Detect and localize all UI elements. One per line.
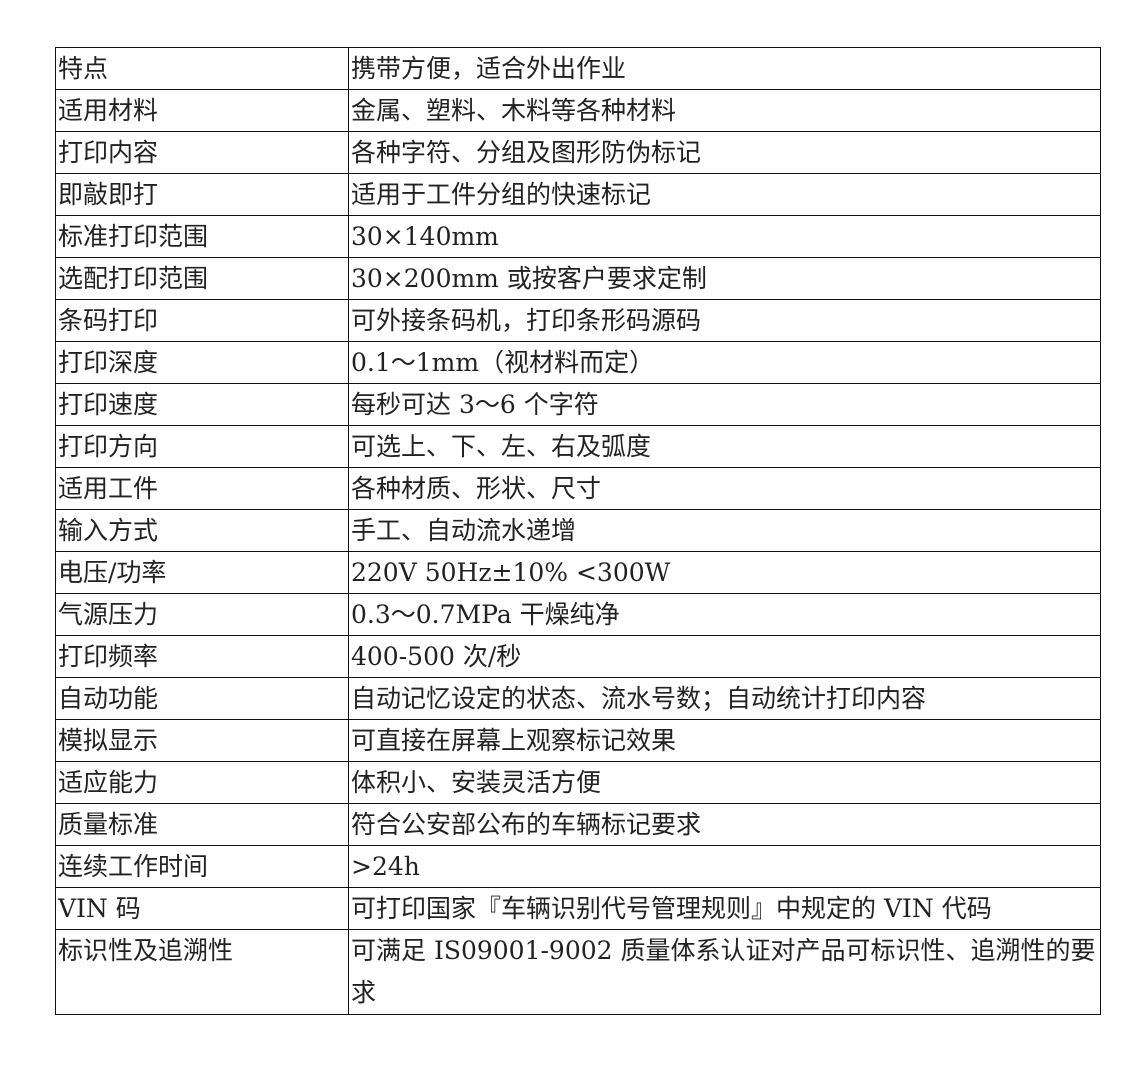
- spec-label: 输入方式: [55, 509, 349, 552]
- spec-label: 适应能力: [55, 761, 349, 804]
- table-row: 模拟显示 可直接在屏幕上观察标记效果: [55, 719, 1101, 762]
- spec-label: 连续工作时间: [55, 845, 349, 888]
- spec-label: 特点: [55, 47, 349, 90]
- table-row: 质量标准 符合公安部公布的车辆标记要求: [55, 803, 1101, 846]
- spec-label: 打印频率: [55, 635, 349, 678]
- spec-label: 标准打印范围: [55, 215, 349, 258]
- table-row: 气源压力 0.3～0.7MPa 干燥纯净: [55, 593, 1101, 636]
- spec-label: 电压/功率: [55, 551, 349, 594]
- spec-value: 携带方便，适合外出作业: [348, 47, 1101, 90]
- spec-label: 打印深度: [55, 341, 349, 384]
- table-row: 即敲即打 适用于工件分组的快速标记: [55, 173, 1101, 216]
- spec-label: 适用工件: [55, 467, 349, 510]
- spec-label: 条码打印: [55, 299, 349, 342]
- spec-label: VIN 码: [55, 887, 349, 930]
- table-row: 电压/功率 220V 50Hz±10% <300W: [55, 551, 1101, 594]
- spec-label: 选配打印范围: [55, 257, 349, 300]
- spec-value: 可直接在屏幕上观察标记效果: [348, 719, 1101, 762]
- table-row: 选配打印范围 30×200mm 或按客户要求定制: [55, 257, 1101, 300]
- spec-value: 0.3～0.7MPa 干燥纯净: [348, 593, 1101, 636]
- spec-label: 打印内容: [55, 131, 349, 174]
- spec-value: 适用于工件分组的快速标记: [348, 173, 1101, 216]
- spec-value: 可选上、下、左、右及弧度: [348, 425, 1101, 468]
- spec-label: 自动功能: [55, 677, 349, 720]
- spec-label: 标识性及追溯性: [55, 929, 349, 1015]
- table-row: 打印深度 0.1～1mm（视材料而定）: [55, 341, 1101, 384]
- spec-value: 每秒可达 3～6 个字符: [348, 383, 1101, 426]
- spec-value: 各种字符、分组及图形防伪标记: [348, 131, 1101, 174]
- spec-label: 模拟显示: [55, 719, 349, 762]
- spec-value: 可满足 IS09001-9002 质量体系认证对产品可标识性、追溯性的要求: [348, 929, 1101, 1015]
- spec-value: 400-500 次/秒: [348, 635, 1101, 678]
- table-row: 条码打印 可外接条码机，打印条形码源码: [55, 299, 1101, 342]
- spec-value: >24h: [348, 845, 1101, 888]
- table-row: 特点 携带方便，适合外出作业: [55, 47, 1101, 90]
- spec-label: 打印速度: [55, 383, 349, 426]
- spec-value: 可外接条码机，打印条形码源码: [348, 299, 1101, 342]
- table-row: 标准打印范围 30×140mm: [55, 215, 1101, 258]
- table-row: 适用工件 各种材质、形状、尺寸: [55, 467, 1101, 510]
- table-row: 打印内容 各种字符、分组及图形防伪标记: [55, 131, 1101, 174]
- table-row: 打印方向 可选上、下、左、右及弧度: [55, 425, 1101, 468]
- spec-value: 可打印国家『车辆识别代号管理规则』中规定的 VIN 代码: [348, 887, 1101, 930]
- table-row: 连续工作时间 >24h: [55, 845, 1101, 888]
- table-row: 自动功能 自动记忆设定的状态、流水号数；自动统计打印内容: [55, 677, 1101, 720]
- spec-label: 适用材料: [55, 89, 349, 132]
- table-row: 适用材料 金属、塑料、木料等各种材料: [55, 89, 1101, 132]
- table-row: 打印速度 每秒可达 3～6 个字符: [55, 383, 1101, 426]
- spec-value: 30×200mm 或按客户要求定制: [348, 257, 1101, 300]
- spec-value: 手工、自动流水递增: [348, 509, 1101, 552]
- spec-value: 0.1～1mm（视材料而定）: [348, 341, 1101, 384]
- spec-value: 体积小、安装灵活方便: [348, 761, 1101, 804]
- table-row: 输入方式 手工、自动流水递增: [55, 509, 1101, 552]
- table-row: 适应能力 体积小、安装灵活方便: [55, 761, 1101, 804]
- spec-label: 打印方向: [55, 425, 349, 468]
- spec-value: 金属、塑料、木料等各种材料: [348, 89, 1101, 132]
- table-row: 打印频率 400-500 次/秒: [55, 635, 1101, 678]
- spec-label: 气源压力: [55, 593, 349, 636]
- table-row: 标识性及追溯性 可满足 IS09001-9002 质量体系认证对产品可标识性、追溯…: [55, 929, 1101, 1015]
- spec-table: 特点 携带方便，适合外出作业 适用材料 金属、塑料、木料等各种材料 打印内容 各种字符、分…: [55, 47, 1101, 1015]
- spec-value: 30×140mm: [348, 215, 1101, 258]
- spec-value: 符合公安部公布的车辆标记要求: [348, 803, 1101, 846]
- spec-value: 220V 50Hz±10% <300W: [348, 551, 1101, 594]
- spec-value: 自动记忆设定的状态、流水号数；自动统计打印内容: [348, 677, 1101, 720]
- spec-value: 各种材质、形状、尺寸: [348, 467, 1101, 510]
- table-row: VIN 码可打印国家『车辆识别代号管理规则』中规定的 VIN 代码: [55, 887, 1101, 930]
- spec-label: 质量标准: [55, 803, 349, 846]
- spec-label: 即敲即打: [55, 173, 349, 216]
